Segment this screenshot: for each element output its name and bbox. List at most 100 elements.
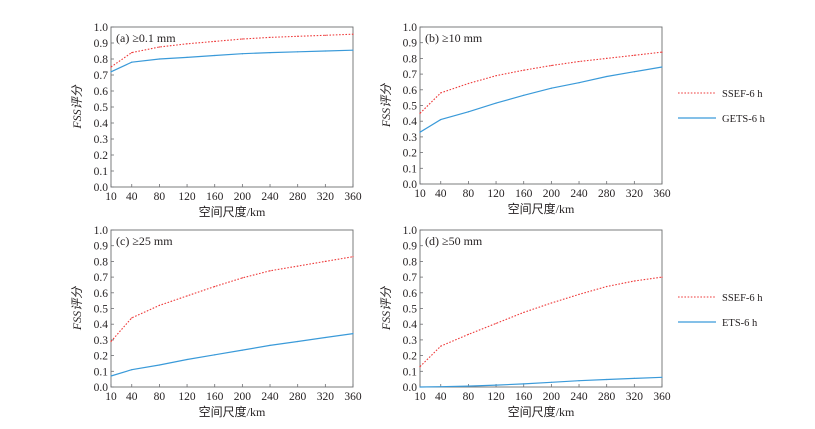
data-point [440, 119, 442, 121]
data-point [419, 386, 421, 388]
x-tick-label: 160 [206, 191, 224, 203]
panel-title: (c) ≥25 mm [116, 234, 173, 248]
data-point [661, 276, 663, 278]
data-point [269, 270, 271, 272]
x-axis-label: 空间尺度/km [199, 404, 266, 419]
x-tick-label: 10 [105, 191, 117, 203]
chart-panel-2: 0.0 0.1 0.2 0.3 0.4 0.5 0.6 0.7 0.8 0.9 1.0 10 40 80 1… [379, 22, 766, 216]
x-tick-label: 320 [317, 391, 335, 403]
y-tick-label: 0.8 [403, 256, 418, 268]
y-axis-label: FSS评分 [70, 286, 84, 331]
panel-title: (d) ≥50 mm [425, 234, 483, 248]
data-point [523, 94, 525, 96]
legend: SSEF-6 h ETS-6 h [678, 293, 763, 329]
data-point [158, 304, 160, 306]
data-point [495, 102, 497, 104]
data-point [269, 52, 271, 54]
y-tick-label: 1.0 [94, 225, 109, 237]
data-point [186, 295, 188, 297]
x-tick-label: 320 [317, 191, 335, 203]
data-point [550, 87, 552, 89]
data-point [633, 71, 635, 73]
data-point [467, 385, 469, 387]
data-point [633, 54, 635, 56]
y-tick-label: 0.6 [94, 288, 109, 300]
data-point [269, 36, 271, 39]
x-tick-label: 40 [435, 188, 447, 200]
data-point [131, 317, 133, 319]
x-tick-label: 200 [543, 188, 561, 200]
data-point [606, 285, 608, 288]
x-tick-label: 120 [487, 188, 505, 200]
data-point [324, 260, 326, 262]
y-axis-label: FSS评分 [379, 83, 393, 128]
legend-label: GETS-6 h [722, 114, 766, 125]
y-tick-label: 0.9 [94, 38, 109, 50]
y-tick-label: 0.9 [403, 38, 418, 50]
data-point [324, 336, 326, 339]
data-point [214, 54, 216, 57]
x-axis-label: 空间尺度/km [199, 204, 266, 219]
x-tick-label: 360 [344, 391, 362, 403]
y-tick-label: 0.2 [403, 351, 418, 363]
series-line-ETS-6-h [419, 376, 663, 388]
x-tick-label: 80 [463, 391, 475, 403]
y-tick-label: 0.9 [94, 241, 109, 253]
data-point [269, 344, 271, 346]
y-tick-label: 0.0 [94, 182, 109, 194]
x-tick-label: 280 [289, 191, 307, 203]
chart-panel-1: 0.0 0.1 0.2 0.3 0.4 0.5 0.6 0.7 0.8 0.9 1.0 10 40 80 1… [70, 22, 362, 219]
x-tick-label: 40 [126, 191, 138, 203]
y-tick-label: 0.3 [94, 134, 109, 146]
x-tick-label: 320 [626, 391, 644, 403]
y-tick-label: 0.5 [403, 304, 418, 316]
panel-title: (b) ≥10 mm [425, 31, 483, 45]
y-tick-label: 0.8 [403, 53, 418, 65]
data-point [186, 43, 188, 45]
y-tick-label: 0.1 [94, 366, 109, 378]
x-tick-label: 40 [435, 391, 447, 403]
y-tick-label: 0.2 [94, 351, 109, 363]
data-point [606, 378, 608, 381]
data-point [578, 82, 580, 84]
data-point [297, 340, 299, 343]
y-tick-label: 0.0 [403, 382, 418, 394]
data-point [606, 57, 608, 60]
data-point [419, 365, 421, 368]
y-tick-label: 0.4 [94, 319, 109, 331]
x-tick-label: 200 [543, 391, 561, 403]
data-point [495, 384, 497, 386]
y-tick-label: 0.6 [94, 86, 109, 98]
data-point [578, 293, 580, 295]
x-tick-label: 10 [414, 391, 426, 403]
y-tick-label: 1.0 [403, 225, 418, 237]
data-point [633, 377, 635, 379]
data-point [241, 349, 243, 351]
data-point [419, 112, 421, 114]
data-point [661, 66, 663, 68]
data-point [495, 322, 497, 325]
data-point [467, 82, 469, 85]
data-point [440, 386, 442, 388]
x-tick-label: 160 [515, 188, 533, 200]
data-point [633, 280, 635, 282]
x-axis-label: 空间尺度/km [508, 201, 575, 216]
x-tick-label: 10 [414, 188, 426, 200]
data-point [214, 354, 216, 356]
x-tick-label: 80 [463, 188, 475, 200]
y-tick-label: 0.6 [403, 288, 418, 300]
data-point [158, 364, 160, 366]
data-point [523, 311, 525, 314]
data-point [495, 75, 497, 77]
x-tick-label: 360 [653, 391, 671, 403]
y-tick-label: 0.9 [403, 241, 418, 253]
data-point [606, 75, 608, 78]
legend-label: SSEF-6 h [722, 89, 763, 100]
data-point [158, 58, 160, 60]
y-tick-label: 0.4 [403, 116, 418, 128]
y-axis-label: FSS评分 [379, 286, 393, 331]
x-axis-label: 空间尺度/km [508, 404, 575, 419]
y-tick-label: 0.2 [403, 148, 418, 160]
y-tick-label: 0.5 [94, 304, 109, 316]
data-point [440, 92, 442, 94]
